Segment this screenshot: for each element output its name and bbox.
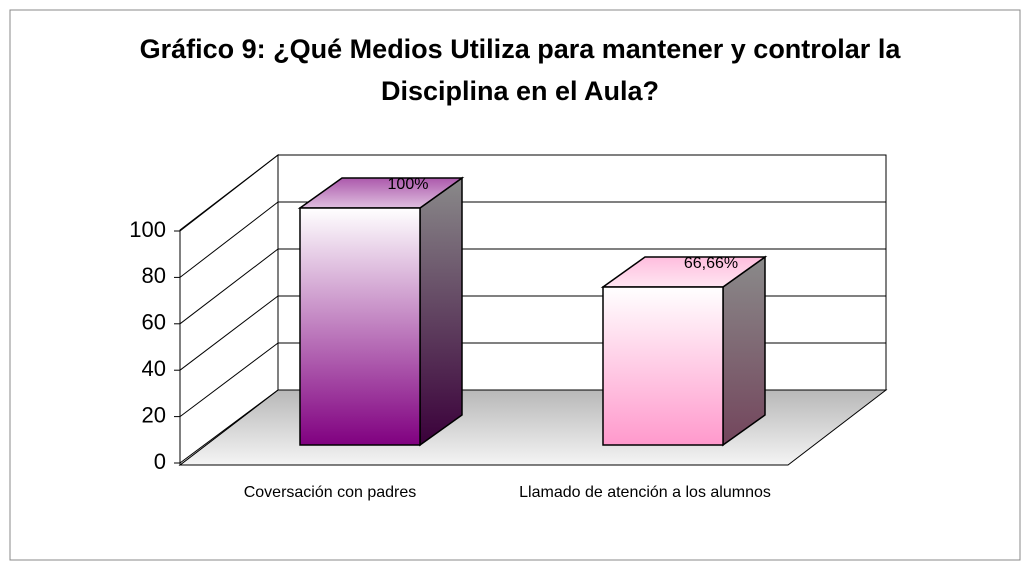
grid-line	[179, 248, 279, 325]
grid-line	[179, 201, 279, 278]
grid-line	[179, 154, 279, 232]
value-label: 100%	[388, 176, 429, 193]
y-tick-label: 40	[142, 356, 166, 381]
grid-line	[179, 342, 279, 417]
chart-title: Gráfico 9: ¿Qué Medios Utiliza para mant…	[139, 34, 901, 106]
bar	[602, 286, 724, 446]
bar-side	[419, 176, 463, 447]
bar-side	[722, 255, 766, 447]
grid-line	[179, 389, 279, 464]
grid-line	[179, 295, 279, 371]
value-label: 66,66%	[684, 255, 738, 272]
y-tick-label: 100	[129, 217, 166, 242]
x-tick-label: Coversación con padres	[243, 484, 417, 501]
y-tick-label: 60	[142, 310, 166, 335]
y-tick-label: 80	[142, 263, 166, 288]
bar	[299, 207, 421, 446]
x-tick-label: Llamado de atención a los alumnos	[519, 484, 771, 501]
y-tick-label: 0	[154, 449, 166, 474]
floor	[178, 389, 888, 466]
y-tick-label: 20	[142, 402, 166, 427]
